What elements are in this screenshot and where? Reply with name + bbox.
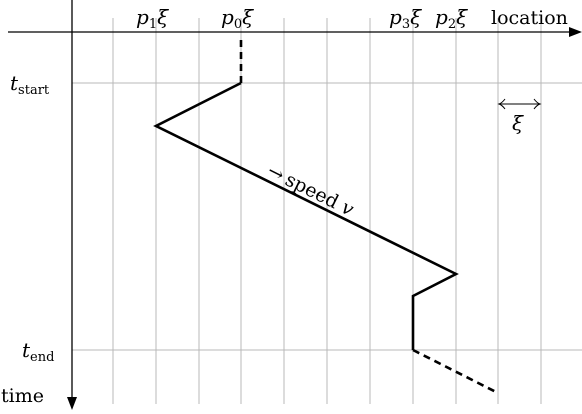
speed-label: →speedv [264,160,358,221]
xi-marker-label: ξ [512,111,524,135]
trajectory-path [153,81,459,350]
label-p1-xi: p1ξ [136,5,169,32]
speed-annotation: →speedv [264,160,358,221]
trajectory [153,40,499,395]
time-axis-arrow-icon [67,397,77,410]
xi-width-marker: ξ [497,98,542,135]
location-axis-arrow-icon [569,27,582,37]
xi-marker-right-arrow-icon [533,98,542,110]
xi-marker-left-arrow-icon [497,98,506,110]
label-p0-xi: p0ξ [221,5,254,32]
label-p2-xi: p2ξ [435,5,468,32]
location-axis-label: location [491,7,568,29]
t-end-label: tend [22,338,54,365]
trajectory-dashed-end [412,348,499,395]
axes [8,0,582,410]
t-start-label: tstart [10,71,50,98]
label-p3-xi: p3ξ [389,5,422,32]
time-axis-label: time [1,385,44,407]
top-labels: p1ξ p0ξ p3ξ p2ξ [136,5,468,32]
